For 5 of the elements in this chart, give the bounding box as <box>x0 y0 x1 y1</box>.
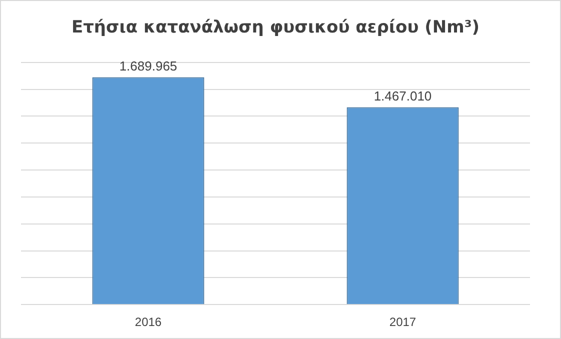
x-tick-label: 2017 <box>389 315 416 330</box>
chart-title: Ετήσια κατανάλωση φυσικού αερίου (Nm³) <box>71 18 480 38</box>
x-tick-label: 2016 <box>134 315 162 330</box>
data-label: 1.689.965 <box>119 58 178 74</box>
data-label: 1.467.010 <box>374 88 432 104</box>
